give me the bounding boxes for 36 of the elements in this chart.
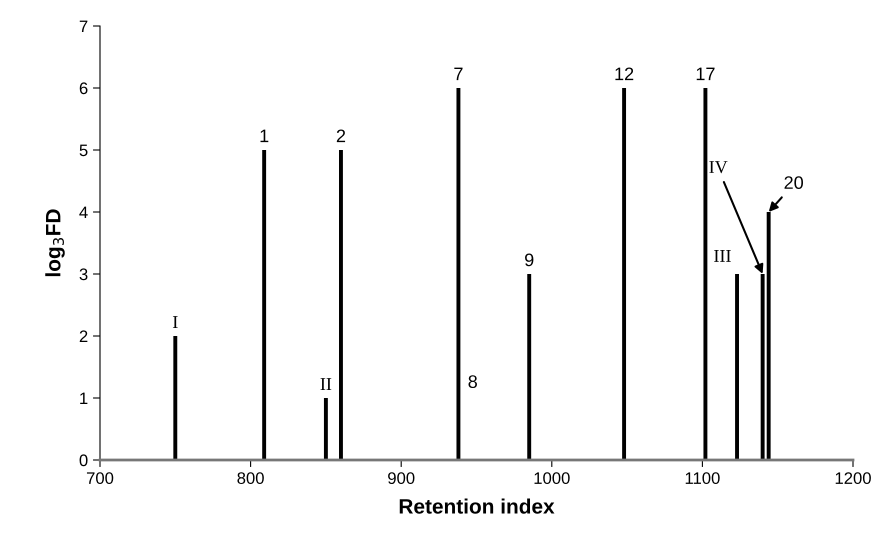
annotation: 2 bbox=[336, 129, 346, 142]
x-axis-title: Retention index bbox=[400, 498, 554, 514]
x-tick-label: 800 bbox=[237, 472, 264, 484]
y-tick-label: 6 bbox=[80, 82, 88, 94]
y-tick-label: 7 bbox=[80, 20, 88, 32]
bar bbox=[339, 150, 343, 460]
bar bbox=[703, 88, 708, 460]
annotation: 7 bbox=[454, 68, 463, 80]
bar bbox=[262, 150, 266, 460]
annotation: 8 bbox=[468, 375, 477, 388]
bar bbox=[456, 88, 460, 460]
annotation: 12 bbox=[615, 67, 634, 80]
x-tick-label: 1200 bbox=[836, 472, 871, 484]
y-tick-label: 5 bbox=[80, 144, 88, 156]
bar bbox=[735, 274, 739, 460]
annotation: II bbox=[320, 378, 332, 390]
annotation: I bbox=[172, 316, 178, 328]
y-axis-title: log$_{3}$FD bbox=[45, 209, 65, 276]
y-tick-label: 4 bbox=[79, 206, 88, 218]
bar bbox=[622, 88, 626, 460]
annotation: 20 bbox=[784, 176, 803, 189]
annotation: IV bbox=[709, 161, 728, 174]
x-tick-label: 900 bbox=[388, 472, 414, 484]
y-tick-label: 0 bbox=[80, 454, 88, 466]
bar bbox=[324, 398, 328, 460]
y-tick-label: 3 bbox=[80, 268, 88, 280]
x-tick-label: 1100 bbox=[686, 472, 720, 484]
x-tick-label: 700 bbox=[86, 472, 114, 484]
annotation: 9 bbox=[525, 253, 534, 266]
y-tick-label: 2 bbox=[80, 330, 88, 342]
annotation: III bbox=[714, 250, 731, 262]
x-tick-label: 1000 bbox=[534, 472, 570, 484]
annotation: 17 bbox=[696, 68, 715, 80]
y-tick-label: 1 bbox=[80, 392, 88, 404]
annotation: 1 bbox=[260, 130, 268, 142]
bar bbox=[173, 336, 178, 460]
